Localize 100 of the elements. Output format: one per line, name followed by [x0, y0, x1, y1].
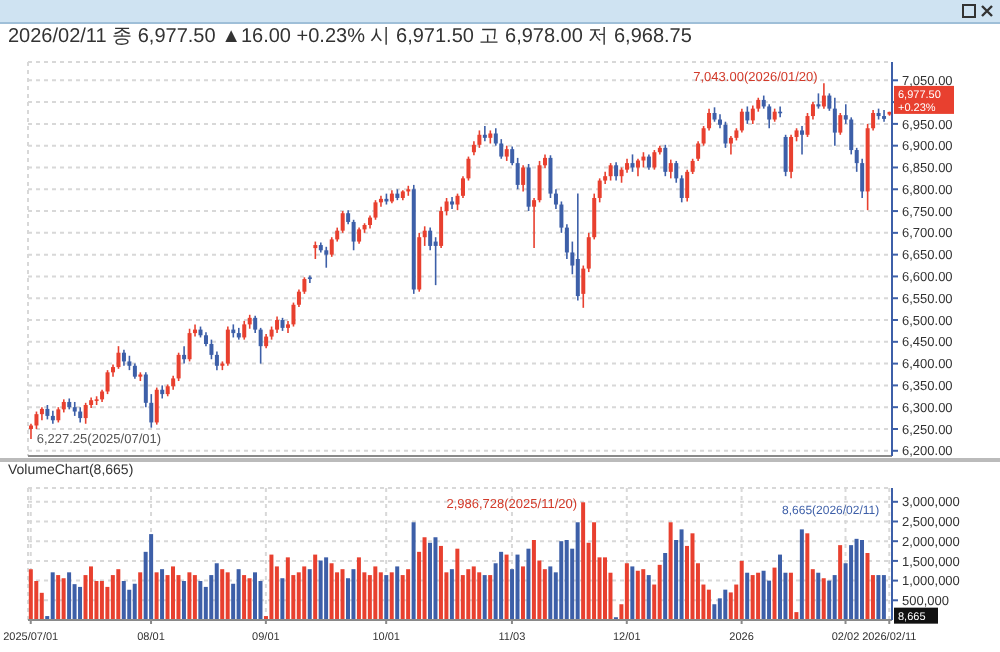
bar: [455, 548, 460, 620]
bar: [220, 569, 225, 620]
bar: [307, 569, 312, 620]
bar: [745, 572, 750, 620]
bar: [280, 578, 285, 620]
bar: [816, 572, 821, 620]
bar: [99, 580, 104, 620]
bar: [860, 540, 865, 620]
bar: [477, 572, 482, 620]
bar: [679, 529, 684, 620]
bar: [121, 580, 126, 620]
candlestick: [663, 144, 668, 177]
bar: [488, 575, 493, 620]
bar: [400, 575, 405, 620]
bar: [849, 545, 854, 620]
candlestick: [187, 327, 192, 363]
bar: [564, 540, 569, 620]
bar: [242, 575, 247, 620]
bar: [805, 533, 810, 620]
candlestick: [821, 82, 826, 110]
bar: [542, 569, 547, 620]
bar: [110, 575, 115, 620]
bar: [581, 502, 586, 620]
candlestick: [739, 107, 744, 134]
bar: [690, 533, 695, 620]
bar: [433, 537, 438, 620]
candlestick: [668, 158, 673, 180]
bar: [181, 580, 186, 620]
bar: [187, 572, 192, 620]
bar: [214, 563, 219, 620]
bar: [285, 557, 290, 620]
bar: [624, 563, 629, 620]
bar: [559, 541, 564, 620]
bar: [799, 529, 804, 620]
candlestick: [832, 96, 837, 147]
bar: [641, 569, 646, 620]
bar: [712, 604, 717, 620]
bar: [28, 569, 33, 620]
candlestick: [116, 345, 121, 370]
bar: [247, 578, 252, 620]
bar: [646, 575, 651, 620]
candlestick: [83, 402, 88, 425]
bar: [865, 553, 870, 620]
bar: [198, 580, 203, 620]
bar: [821, 578, 826, 620]
bar: [603, 557, 607, 620]
bar: [406, 569, 411, 620]
bar: [515, 554, 520, 620]
candlestick: [838, 112, 843, 136]
bar: [356, 557, 361, 620]
candlestick: [526, 163, 531, 212]
bar: [750, 575, 755, 620]
candlestick: [105, 369, 110, 395]
candlestick: [750, 104, 755, 125]
bar: [192, 575, 197, 620]
bar: [313, 554, 318, 620]
candlestick: [433, 236, 438, 286]
candlestick: [182, 345, 187, 365]
bar: [761, 570, 766, 620]
bar: [706, 589, 711, 620]
bar: [340, 569, 345, 620]
bar: [471, 566, 476, 620]
candlestick: [521, 164, 526, 193]
bar: [225, 572, 230, 620]
bar: [329, 563, 334, 620]
candlestick: [728, 135, 733, 156]
bar: [739, 560, 744, 620]
candlestick: [154, 386, 159, 426]
bar: [67, 572, 72, 620]
candlestick: [652, 149, 657, 171]
candlestick: [882, 109, 887, 123]
bar: [520, 566, 525, 620]
bar: [160, 569, 165, 620]
bar: [663, 553, 668, 620]
bar: [832, 575, 837, 620]
bar: [723, 589, 728, 620]
candlestick: [340, 210, 345, 234]
bar: [449, 569, 454, 620]
bar: [373, 566, 378, 620]
bar: [88, 566, 93, 620]
candlestick: [176, 351, 181, 382]
candlestick: [373, 199, 378, 221]
bar: [395, 566, 400, 620]
bar: [526, 548, 531, 620]
bar: [132, 583, 137, 620]
bar: [296, 572, 301, 620]
bar: [236, 569, 241, 620]
bar: [728, 592, 733, 620]
candlestick: [767, 103, 772, 130]
bar: [389, 572, 394, 620]
bar: [411, 522, 416, 620]
bar: [428, 542, 433, 620]
bar: [56, 575, 61, 620]
bar: [149, 534, 154, 620]
chart-title: 2026/02/11 종 6,977.50 ▲16.00 +0.23% 시 6,971.50 고 6,978.00 저 6,968.75: [6, 24, 694, 50]
bar: [777, 554, 782, 620]
candlestick: [789, 133, 794, 180]
bar: [635, 570, 640, 620]
bar: [575, 522, 580, 620]
candlestick: [439, 205, 444, 249]
